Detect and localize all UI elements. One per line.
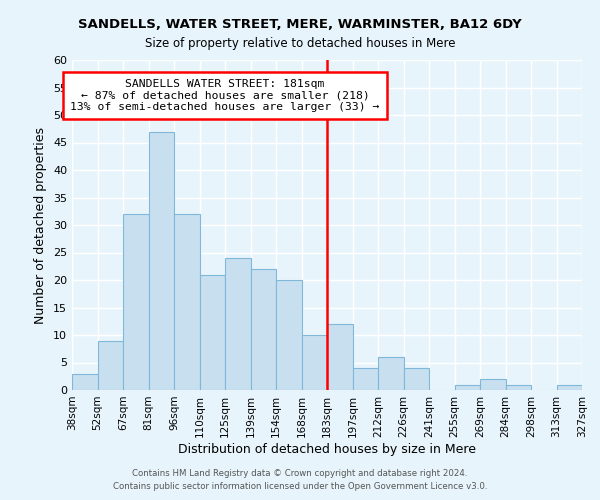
Bar	[174, 214, 199, 390]
Bar	[353, 368, 378, 390]
Text: Size of property relative to detached houses in Mere: Size of property relative to detached ho…	[145, 38, 455, 51]
Text: SANDELLS WATER STREET: 181sqm
← 87% of detached houses are smaller (218)
13% of : SANDELLS WATER STREET: 181sqm ← 87% of d…	[70, 79, 380, 112]
Bar	[404, 368, 429, 390]
Bar	[327, 324, 353, 390]
Bar	[480, 379, 505, 390]
Text: SANDELLS, WATER STREET, MERE, WARMINSTER, BA12 6DY: SANDELLS, WATER STREET, MERE, WARMINSTER…	[78, 18, 522, 30]
Bar	[455, 384, 480, 390]
Bar	[378, 357, 404, 390]
Bar	[505, 384, 531, 390]
Bar	[123, 214, 149, 390]
Bar	[557, 384, 582, 390]
Bar	[251, 269, 276, 390]
X-axis label: Distribution of detached houses by size in Mere: Distribution of detached houses by size …	[178, 442, 476, 456]
Bar	[72, 374, 97, 390]
Bar	[276, 280, 302, 390]
Bar	[199, 274, 225, 390]
Bar	[302, 335, 327, 390]
Y-axis label: Number of detached properties: Number of detached properties	[34, 126, 47, 324]
Text: Contains HM Land Registry data © Crown copyright and database right 2024.: Contains HM Land Registry data © Crown c…	[132, 468, 468, 477]
Bar	[149, 132, 174, 390]
Bar	[225, 258, 251, 390]
Bar	[97, 340, 123, 390]
Text: Contains public sector information licensed under the Open Government Licence v3: Contains public sector information licen…	[113, 482, 487, 491]
